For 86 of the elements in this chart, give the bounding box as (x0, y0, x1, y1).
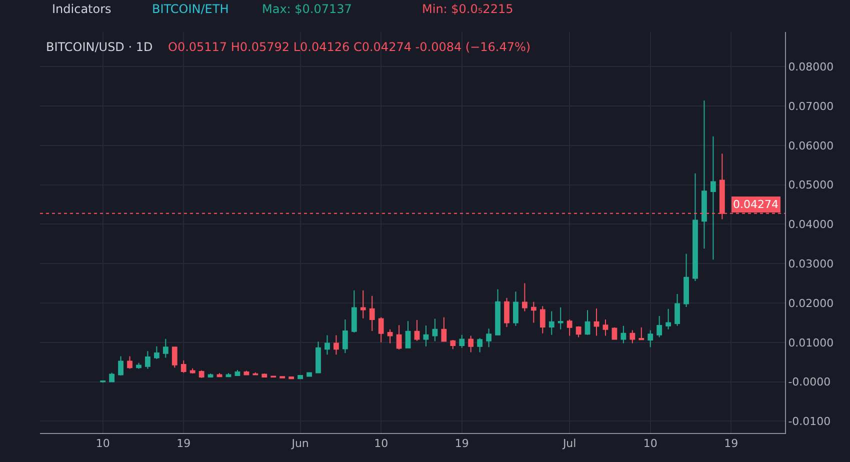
candlestick (495, 288, 500, 336)
x-tick-label: 19 (454, 437, 469, 450)
candlestick (540, 306, 546, 334)
candlestick (441, 316, 447, 342)
y-tick-label: 0.02000 (788, 296, 834, 310)
y-tick-label: 0.01000 (788, 336, 834, 350)
candlestick (450, 340, 456, 350)
candlestick (298, 374, 303, 380)
candlestick (154, 346, 160, 360)
candlestick (702, 100, 707, 250)
candlestick (198, 370, 204, 378)
candlestick (558, 306, 564, 330)
text: Min: $0.0₅2215 (422, 2, 514, 16)
candlestick (648, 330, 654, 348)
x-tick-label: 19 (724, 437, 738, 450)
y-tick-label: 0.06000 (788, 139, 834, 152)
candlestick (414, 319, 420, 342)
candlestick (666, 308, 672, 330)
y-tick-label: 0.07000 (788, 100, 834, 113)
x-tick-label: 19 (176, 437, 191, 450)
candlestick (180, 360, 186, 374)
candlestick (504, 297, 510, 328)
candlestick (656, 316, 662, 338)
x-tick-label: Jul (562, 437, 576, 450)
y-tick-label: -0.0100 (788, 415, 831, 428)
candlestick (692, 172, 698, 282)
candlestick (396, 324, 402, 350)
candlestick (530, 301, 536, 324)
candlestick (468, 335, 474, 353)
candlestick (432, 318, 438, 342)
text: BITCOIN/USD · 1D (46, 40, 153, 54)
candlestick (360, 290, 366, 319)
x-tick-label: Jun (290, 437, 309, 450)
y-tick-label: 0.03000 (788, 257, 834, 270)
candlestick (513, 291, 518, 326)
y-tick-label: 0.04000 (788, 218, 834, 232)
x-tick-label: 10 (643, 437, 658, 450)
candlestick (612, 326, 618, 340)
candlestick (405, 320, 411, 349)
candlestick (109, 372, 115, 383)
candlestick (118, 356, 124, 376)
candlestick (423, 324, 429, 347)
candlestick (127, 356, 132, 370)
candlestick (630, 330, 636, 344)
y-tick-label: -0.0000 (788, 376, 831, 389)
candlestick (334, 334, 339, 356)
candlestick (522, 282, 528, 312)
candlestick (136, 362, 142, 370)
candlestick (342, 319, 348, 354)
x-tick-label: 10 (374, 437, 388, 450)
candlestick (378, 316, 384, 343)
candlestick (576, 326, 582, 338)
candlestick (638, 326, 644, 341)
candlestick (172, 346, 178, 368)
y-tick-label: 0.08000 (788, 60, 834, 74)
candlestick (100, 380, 106, 384)
candlestick (145, 350, 150, 370)
y-tick-label: 0.05000 (788, 178, 834, 192)
candlestick (351, 290, 357, 334)
candlestick (288, 376, 294, 380)
text: BITCOIN/ETH (152, 2, 229, 16)
candlestick (620, 325, 626, 344)
candlestick (262, 373, 268, 378)
x-tick-label: 10 (96, 437, 110, 450)
candlestick (710, 136, 716, 260)
candlestick (477, 338, 483, 353)
candlestick (602, 319, 608, 336)
candlestick (486, 328, 492, 348)
candlestick (459, 334, 465, 348)
ref-line-label: 0.04274 (733, 198, 778, 211)
text: Indicators (52, 2, 112, 16)
candlestick (684, 253, 689, 308)
text: Max: $0.07137 (262, 2, 352, 16)
candlestick (584, 310, 590, 336)
text: O0.05117 H0.05792 L0.04126 C0.04274 -0.0084 (−16.47%) (168, 40, 531, 54)
candlestick (316, 341, 321, 374)
candlestick (566, 319, 572, 336)
candlestick (594, 308, 600, 336)
candlestick (369, 295, 375, 332)
candlestick (387, 328, 393, 344)
candlestick (280, 376, 286, 378)
candlestick (306, 372, 312, 377)
candlestick (548, 310, 554, 336)
candlestick (324, 334, 330, 356)
candlestick (162, 338, 168, 358)
candlestick (674, 293, 680, 326)
